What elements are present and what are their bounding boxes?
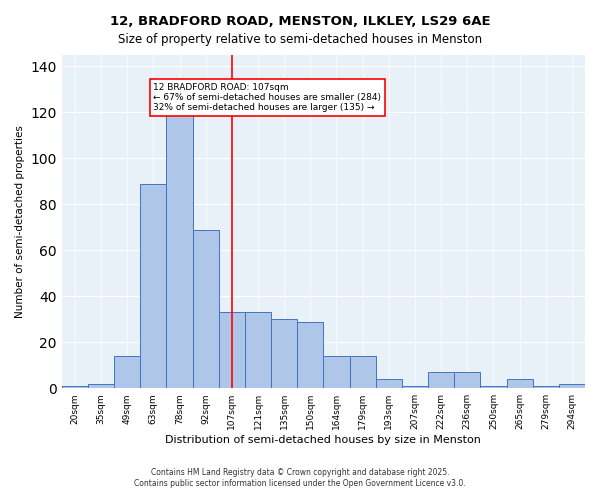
- Bar: [166, 114, 193, 388]
- Bar: [297, 322, 323, 388]
- Bar: [350, 356, 376, 388]
- Bar: [323, 356, 350, 388]
- Text: Size of property relative to semi-detached houses in Menston: Size of property relative to semi-detach…: [118, 32, 482, 46]
- Bar: [245, 312, 271, 388]
- Text: 12 BRADFORD ROAD: 107sqm
← 67% of semi-detached houses are smaller (284)
32% of : 12 BRADFORD ROAD: 107sqm ← 67% of semi-d…: [154, 82, 382, 112]
- Bar: [533, 386, 559, 388]
- Bar: [114, 356, 140, 388]
- Bar: [506, 379, 533, 388]
- Y-axis label: Number of semi-detached properties: Number of semi-detached properties: [15, 125, 25, 318]
- Bar: [402, 386, 428, 388]
- Text: 12, BRADFORD ROAD, MENSTON, ILKLEY, LS29 6AE: 12, BRADFORD ROAD, MENSTON, ILKLEY, LS29…: [110, 15, 490, 28]
- Bar: [559, 384, 585, 388]
- Bar: [376, 379, 402, 388]
- Bar: [454, 372, 481, 388]
- Bar: [219, 312, 245, 388]
- Bar: [62, 386, 88, 388]
- Bar: [193, 230, 219, 388]
- Bar: [428, 372, 454, 388]
- X-axis label: Distribution of semi-detached houses by size in Menston: Distribution of semi-detached houses by …: [166, 435, 481, 445]
- Bar: [271, 320, 297, 388]
- Bar: [140, 184, 166, 388]
- Text: Contains HM Land Registry data © Crown copyright and database right 2025.
Contai: Contains HM Land Registry data © Crown c…: [134, 468, 466, 487]
- Bar: [481, 386, 506, 388]
- Bar: [88, 384, 114, 388]
